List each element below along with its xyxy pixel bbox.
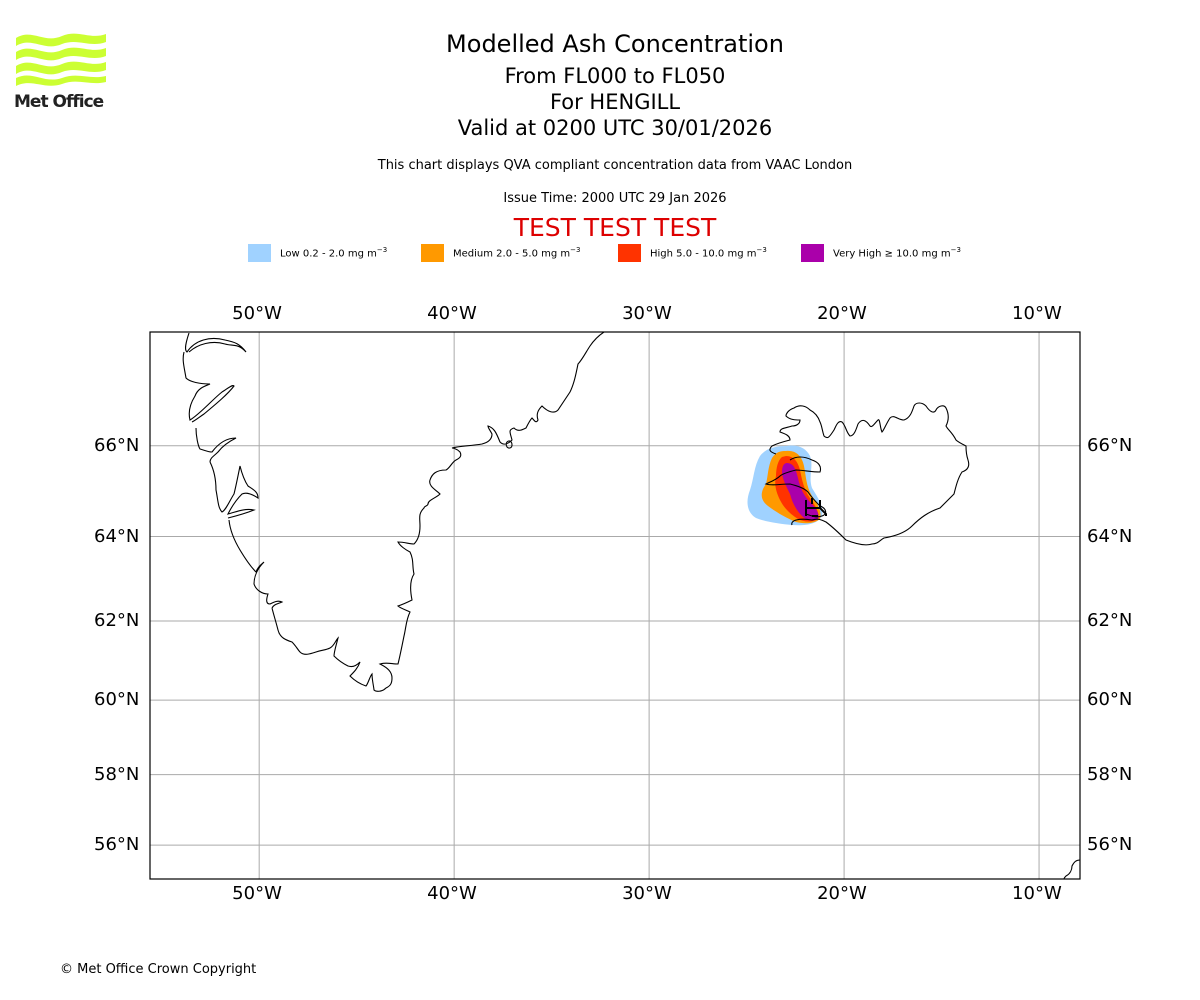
map-frame (149, 331, 1081, 880)
lat-label-left: 60°N (94, 689, 140, 711)
valid-time: Valid at 0200 UTC 30/01/2026 (457, 116, 773, 140)
lon-label-top: 40°W (427, 303, 477, 324)
gridlines (150, 332, 1080, 879)
legend-exp-low: −3 (376, 246, 388, 254)
met-office-waves-icon (16, 33, 106, 86)
lon-label-top: 30°W (622, 303, 672, 324)
lat-label-left: 64°N (94, 525, 140, 547)
copyright: © Met Office Crown Copyright (60, 962, 257, 977)
coastline-iceland (764, 402, 970, 546)
chart-subtitle: From FL000 to FL050 For HENGILL Valid at… (415, 63, 815, 141)
legend-label-high: High 5.0 - 10.0 mg m (650, 248, 757, 260)
lat-label-left: 62°N (94, 610, 140, 632)
issue-time: Issue Time: 2000 UTC 29 Jan 2026 (503, 191, 727, 206)
lon-label-top: 20°W (817, 303, 867, 324)
legend-swatch-very-high (801, 244, 824, 262)
lon-label-bottom: 10°W (1012, 883, 1062, 904)
lon-label-top: 10°W (1012, 303, 1062, 324)
lon-label-bottom: 20°W (817, 883, 867, 904)
lat-label-right: 64°N (1087, 525, 1133, 547)
lat-label-right: 58°N (1087, 763, 1133, 785)
lat-label-left: 66°N (94, 434, 140, 456)
legend-exp-medium: −3 (570, 246, 581, 254)
legend-swatch-low (248, 244, 271, 262)
coastline-greenland (182, 332, 605, 692)
coastline-scotland (1063, 859, 1080, 879)
lon-label-bottom: 30°W (622, 883, 672, 904)
ash-very-high (782, 463, 819, 521)
legend-exp-very-high: −3 (950, 246, 961, 254)
lat-label-left: 56°N (94, 834, 140, 856)
description-text: This chart displays QVA compliant concen… (377, 158, 853, 173)
legend-exp-high: −3 (756, 246, 767, 254)
legend-label-medium: Medium 2.0 - 5.0 mg m (453, 248, 571, 260)
test-banner: TEST TEST TEST (513, 213, 717, 242)
flight-levels: From FL000 to FL050 (504, 64, 726, 88)
legend-label-low: Low 0.2 - 2.0 mg m (280, 248, 377, 260)
volcano-name: For HENGILL (549, 90, 681, 114)
lat-label-right: 56°N (1087, 834, 1133, 856)
lon-label-top: 50°W (232, 303, 282, 324)
legend-swatch-medium (421, 244, 444, 262)
lat-label-left: 58°N (94, 763, 140, 785)
ash-plume (747, 445, 823, 526)
legend-label-very-high: Very High ≥ 10.0 mg m (833, 248, 951, 260)
logo-text: Met Office (14, 92, 104, 112)
legend-swatch-high (618, 244, 641, 262)
lon-label-bottom: 50°W (232, 883, 282, 904)
lat-label-right: 62°N (1087, 610, 1133, 632)
lon-label-bottom: 40°W (427, 883, 477, 904)
chart-title: Modelled Ash Concentration (446, 30, 784, 58)
lat-label-right: 60°N (1087, 689, 1133, 711)
hengill-marker (805, 498, 827, 517)
coastlines (182, 332, 1080, 879)
met-office-logo: Met Office (14, 30, 108, 112)
coastline-greenland-island (505, 440, 513, 449)
lat-label-right: 66°N (1087, 434, 1133, 456)
